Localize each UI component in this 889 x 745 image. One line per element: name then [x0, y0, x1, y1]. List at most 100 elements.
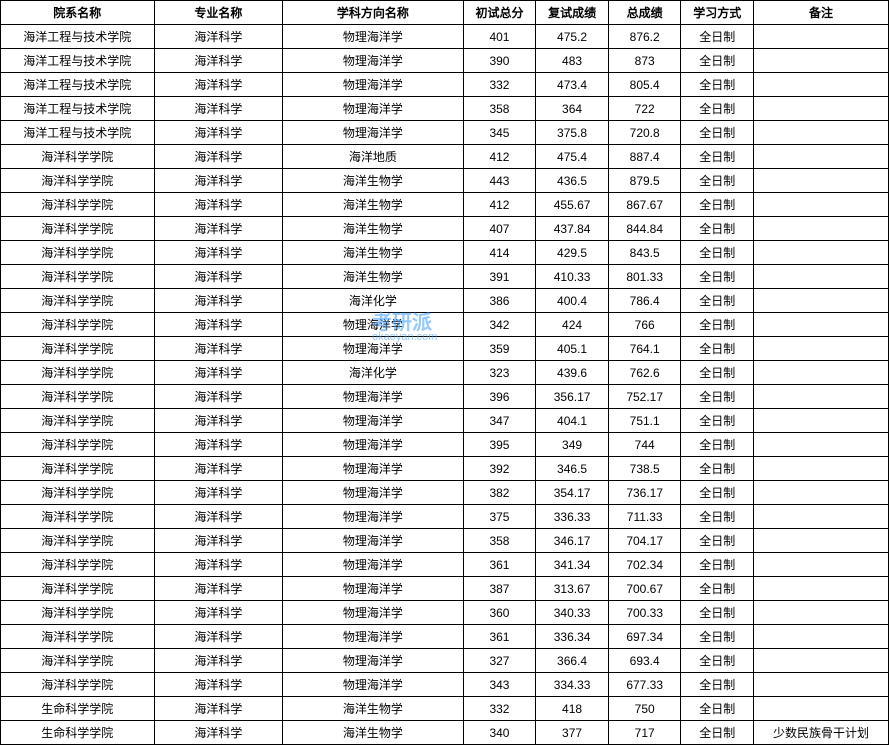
- cell-direction: 物理海洋学: [283, 385, 464, 409]
- cell-score2: 483: [536, 49, 609, 73]
- cell-score2: 424: [536, 313, 609, 337]
- cell-total: 720.8: [608, 121, 681, 145]
- cell-remark: [754, 49, 889, 73]
- cell-major: 海洋科学: [154, 673, 283, 697]
- cell-dept: 海洋科学学院: [1, 457, 155, 481]
- cell-major: 海洋科学: [154, 265, 283, 289]
- table-row: 海洋科学学院海洋科学海洋地质412475.4887.4全日制: [1, 145, 889, 169]
- cell-mode: 全日制: [681, 97, 754, 121]
- cell-remark: [754, 385, 889, 409]
- cell-mode: 全日制: [681, 625, 754, 649]
- cell-score2: 375.8: [536, 121, 609, 145]
- score-table: 院系名称专业名称学科方向名称初试总分复试成绩总成绩学习方式备注 海洋工程与技术学…: [0, 0, 889, 745]
- cell-mode: 全日制: [681, 169, 754, 193]
- cell-major: 海洋科学: [154, 97, 283, 121]
- cell-total: 750: [608, 697, 681, 721]
- cell-remark: [754, 97, 889, 121]
- table-body: 海洋工程与技术学院海洋科学物理海洋学401475.2876.2全日制海洋工程与技…: [1, 25, 889, 745]
- table-row: 海洋科学学院海洋科学物理海洋学395349744全日制: [1, 433, 889, 457]
- cell-direction: 物理海洋学: [283, 121, 464, 145]
- cell-dept: 海洋科学学院: [1, 601, 155, 625]
- cell-mode: 全日制: [681, 577, 754, 601]
- cell-mode: 全日制: [681, 25, 754, 49]
- cell-dept: 海洋科学学院: [1, 361, 155, 385]
- cell-score2: 354.17: [536, 481, 609, 505]
- table-row: 海洋工程与技术学院海洋科学物理海洋学401475.2876.2全日制: [1, 25, 889, 49]
- cell-dept: 海洋科学学院: [1, 313, 155, 337]
- cell-dept: 海洋科学学院: [1, 409, 155, 433]
- cell-dept: 海洋工程与技术学院: [1, 121, 155, 145]
- cell-dept: 生命科学学院: [1, 697, 155, 721]
- cell-dept: 海洋工程与技术学院: [1, 49, 155, 73]
- cell-dept: 海洋科学学院: [1, 217, 155, 241]
- cell-mode: 全日制: [681, 697, 754, 721]
- header-total: 总成绩: [608, 1, 681, 25]
- cell-total: 762.6: [608, 361, 681, 385]
- cell-mode: 全日制: [681, 553, 754, 577]
- table-container: 院系名称专业名称学科方向名称初试总分复试成绩总成绩学习方式备注 海洋工程与技术学…: [0, 0, 889, 745]
- cell-dept: 海洋科学学院: [1, 241, 155, 265]
- cell-score2: 349: [536, 433, 609, 457]
- cell-dept: 海洋科学学院: [1, 385, 155, 409]
- cell-score1: 401: [463, 25, 536, 49]
- cell-dept: 海洋工程与技术学院: [1, 25, 155, 49]
- cell-major: 海洋科学: [154, 409, 283, 433]
- table-row: 海洋科学学院海洋科学海洋生物学443436.5879.5全日制: [1, 169, 889, 193]
- cell-score2: 473.4: [536, 73, 609, 97]
- cell-score2: 475.4: [536, 145, 609, 169]
- cell-score2: 436.5: [536, 169, 609, 193]
- cell-total: 704.17: [608, 529, 681, 553]
- table-row: 海洋科学学院海洋科学物理海洋学396356.17752.17全日制: [1, 385, 889, 409]
- cell-major: 海洋科学: [154, 625, 283, 649]
- cell-score1: 342: [463, 313, 536, 337]
- cell-score2: 410.33: [536, 265, 609, 289]
- cell-major: 海洋科学: [154, 169, 283, 193]
- cell-direction: 物理海洋学: [283, 409, 464, 433]
- cell-remark: [754, 649, 889, 673]
- header-direction: 学科方向名称: [283, 1, 464, 25]
- cell-dept: 海洋科学学院: [1, 649, 155, 673]
- header-dept: 院系名称: [1, 1, 155, 25]
- cell-mode: 全日制: [681, 673, 754, 697]
- cell-total: 867.67: [608, 193, 681, 217]
- cell-mode: 全日制: [681, 457, 754, 481]
- table-row: 海洋科学学院海洋科学物理海洋学361341.34702.34全日制: [1, 553, 889, 577]
- cell-score1: 332: [463, 697, 536, 721]
- cell-total: 876.2: [608, 25, 681, 49]
- cell-total: 700.33: [608, 601, 681, 625]
- cell-score2: 455.67: [536, 193, 609, 217]
- cell-major: 海洋科学: [154, 73, 283, 97]
- cell-major: 海洋科学: [154, 361, 283, 385]
- cell-dept: 海洋科学学院: [1, 553, 155, 577]
- cell-major: 海洋科学: [154, 145, 283, 169]
- table-row: 海洋工程与技术学院海洋科学物理海洋学358364722全日制: [1, 97, 889, 121]
- cell-total: 736.17: [608, 481, 681, 505]
- cell-remark: [754, 169, 889, 193]
- cell-score1: 340: [463, 721, 536, 745]
- table-row: 海洋科学学院海洋科学海洋生物学412455.67867.67全日制: [1, 193, 889, 217]
- table-row: 海洋工程与技术学院海洋科学物理海洋学345375.8720.8全日制: [1, 121, 889, 145]
- cell-score2: 429.5: [536, 241, 609, 265]
- cell-total: 744: [608, 433, 681, 457]
- cell-mode: 全日制: [681, 601, 754, 625]
- cell-mode: 全日制: [681, 649, 754, 673]
- cell-major: 海洋科学: [154, 697, 283, 721]
- cell-remark: [754, 505, 889, 529]
- cell-total: 873: [608, 49, 681, 73]
- cell-mode: 全日制: [681, 145, 754, 169]
- cell-dept: 海洋科学学院: [1, 673, 155, 697]
- cell-score1: 412: [463, 193, 536, 217]
- cell-total: 844.84: [608, 217, 681, 241]
- cell-total: 805.4: [608, 73, 681, 97]
- cell-remark: 少数民族骨干计划: [754, 721, 889, 745]
- cell-major: 海洋科学: [154, 193, 283, 217]
- cell-dept: 海洋科学学院: [1, 505, 155, 529]
- cell-major: 海洋科学: [154, 433, 283, 457]
- cell-direction: 海洋生物学: [283, 721, 464, 745]
- cell-remark: [754, 409, 889, 433]
- cell-mode: 全日制: [681, 265, 754, 289]
- cell-major: 海洋科学: [154, 553, 283, 577]
- cell-remark: [754, 265, 889, 289]
- cell-score1: 361: [463, 625, 536, 649]
- cell-major: 海洋科学: [154, 721, 283, 745]
